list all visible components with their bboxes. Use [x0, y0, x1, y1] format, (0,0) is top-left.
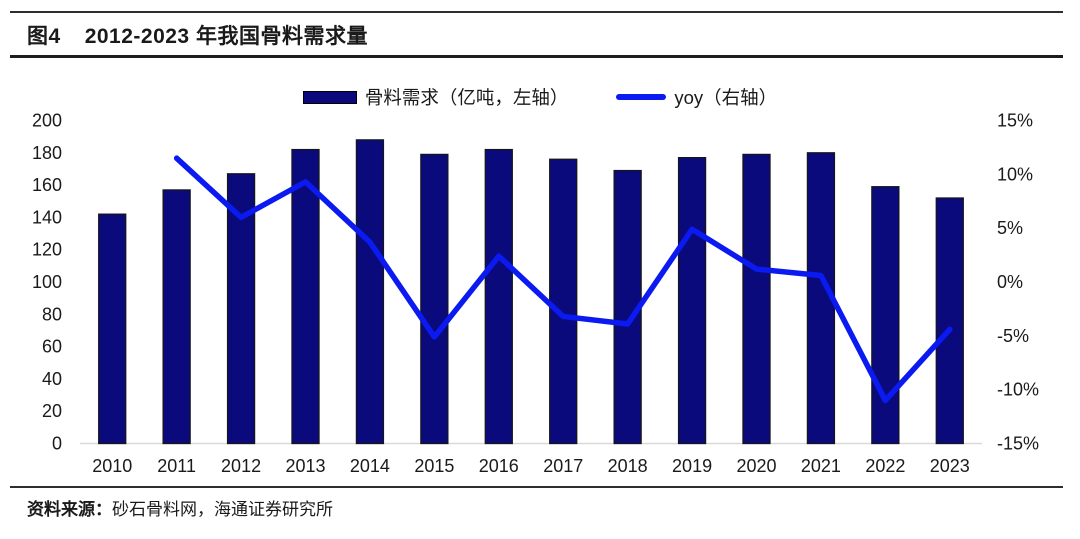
- figure-title: 2012-2023 年我国骨料需求量: [84, 25, 368, 48]
- bar-2010: [98, 213, 127, 445]
- left-axis-tick: 60: [42, 337, 62, 357]
- bar-2015: [420, 153, 449, 445]
- x-axis-label-2020: 2020: [736, 456, 776, 476]
- left-axis-tick: 140: [32, 207, 62, 227]
- bar-2014: [355, 139, 385, 445]
- x-axis-label-2018: 2018: [608, 456, 648, 476]
- left-axis-tick: 200: [32, 111, 62, 131]
- left-axis-tick: 0: [52, 434, 62, 454]
- left-axis-tick: 20: [42, 401, 62, 421]
- left-axis-tick: 80: [42, 304, 62, 324]
- x-axis-label-2010: 2010: [92, 456, 132, 476]
- left-axis-tick: 40: [42, 369, 62, 389]
- x-axis-label-2015: 2015: [414, 456, 454, 476]
- footer-divider: [10, 486, 1063, 488]
- right-axis-tick: 5%: [997, 218, 1023, 238]
- legend-item-demand: 骨料需求（亿吨，左轴）: [302, 84, 569, 110]
- x-axis-label-2019: 2019: [672, 456, 712, 476]
- right-axis-tick: 15%: [997, 111, 1033, 131]
- legend-item-yoy: yoy（右轴）: [616, 84, 777, 110]
- x-axis-label-2014: 2014: [350, 456, 390, 476]
- figure-number: 图4: [27, 25, 61, 48]
- x-axis-label-2017: 2017: [543, 456, 583, 476]
- yoy-line: [173, 155, 953, 404]
- bar-2019: [677, 156, 707, 445]
- bar-2023: [935, 197, 964, 445]
- right-axis-tick: -5%: [997, 326, 1029, 346]
- bar-2020: [742, 153, 771, 445]
- x-axis-label-2013: 2013: [285, 456, 325, 476]
- x-axis-label-2023: 2023: [930, 456, 970, 476]
- left-axis-tick: 160: [32, 175, 62, 195]
- x-axis-label-2011: 2011: [157, 456, 196, 476]
- bar-2017: [549, 158, 578, 445]
- line-series-swatch-icon: [616, 94, 667, 100]
- right-axis-tick: 10%: [997, 164, 1033, 184]
- left-axis-tick: 180: [32, 143, 62, 163]
- bar-2022: [871, 186, 900, 445]
- right-axis-tick: -10%: [997, 380, 1039, 400]
- right-axis-tick: 0%: [997, 272, 1023, 292]
- bar-series-label: 骨料需求（亿吨，左轴）: [364, 87, 569, 108]
- title-divider: [10, 55, 1063, 58]
- bar-series-swatch-icon: [302, 90, 357, 104]
- x-axis-label-2016: 2016: [479, 456, 519, 476]
- bar-2016: [484, 148, 513, 445]
- right-axis-tick: -15%: [997, 434, 1039, 454]
- line-series-label: yoy（右轴）: [674, 87, 778, 108]
- x-axis-label-2012: 2012: [221, 456, 261, 476]
- x-axis-label-2022: 2022: [865, 456, 905, 476]
- source-text: 砂石骨料网，海通证券研究所: [112, 500, 333, 519]
- source-label: 资料来源：: [27, 500, 112, 519]
- bar-2011: [162, 189, 191, 445]
- source-note: 资料来源：砂石骨料网，海通证券研究所: [27, 495, 333, 520]
- chart-legend: 骨料需求（亿吨，左轴） yoy（右轴）: [0, 84, 1080, 110]
- top-divider: [10, 11, 1063, 13]
- bar-2013: [291, 148, 320, 445]
- x-axis-label-2021: 2021: [801, 456, 841, 476]
- figure-caption: 图4 2012-2023 年我国骨料需求量: [27, 20, 368, 50]
- left-axis-tick: 100: [32, 272, 62, 292]
- left-axis-tick: 120: [32, 240, 62, 260]
